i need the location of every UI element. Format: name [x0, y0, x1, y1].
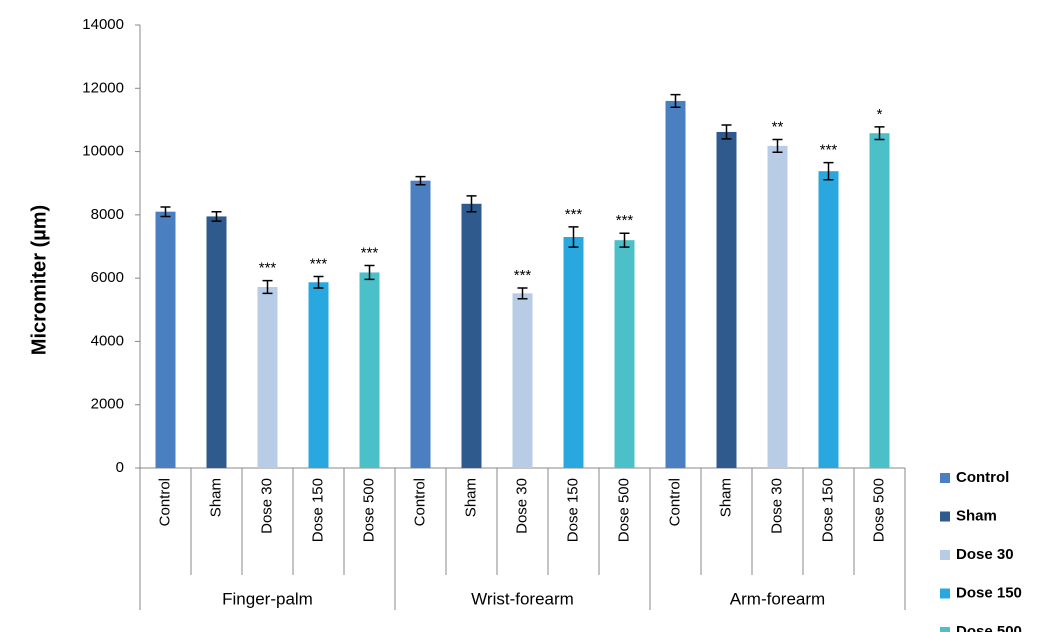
error-bar	[262, 279, 273, 295]
x-tick-label: Dose 500	[360, 478, 377, 542]
error-bar	[670, 93, 681, 109]
legend-label: Dose 500	[956, 623, 1022, 632]
x-tick-label: Sham	[207, 478, 224, 517]
legend-swatch	[940, 550, 950, 560]
error-bar	[364, 264, 375, 281]
legend-swatch	[940, 627, 950, 632]
y-tick-label: 0	[116, 459, 124, 476]
group-label: Wrist-forearm	[471, 589, 574, 608]
significance-label: ***	[616, 212, 634, 229]
significance-label: ***	[820, 142, 838, 159]
error-bar	[721, 124, 732, 140]
error-bar	[619, 232, 630, 248]
x-tick-label: Sham	[717, 478, 734, 517]
bar	[767, 145, 788, 468]
significance-label: *	[877, 106, 883, 123]
legend-swatch	[940, 473, 950, 483]
significance-label: ***	[514, 267, 532, 284]
error-bar	[772, 138, 783, 153]
x-tick-label: Dose 150	[564, 478, 581, 542]
bar	[512, 293, 533, 468]
x-tick-label: Control	[411, 478, 428, 526]
y-axis-label: Micromiter (µm)	[28, 205, 50, 355]
bar	[614, 240, 635, 468]
y-tick-label: 2000	[91, 396, 124, 413]
bar	[257, 287, 278, 468]
y-tick-label: 12000	[82, 79, 124, 96]
error-bar	[568, 226, 579, 248]
significance-label: **	[772, 119, 784, 136]
legend-label: Dose 30	[956, 546, 1014, 563]
y-tick-label: 14000	[82, 16, 124, 33]
bar	[359, 272, 380, 468]
error-bar	[823, 161, 834, 181]
significance-label: ***	[565, 206, 583, 223]
y-tick-label: 4000	[91, 332, 124, 349]
y-tick-label: 6000	[91, 269, 124, 286]
x-tick-label: Dose 30	[258, 478, 275, 534]
y-tick-label: 8000	[91, 206, 124, 223]
error-bar	[313, 275, 324, 289]
x-tick-label: Dose 150	[819, 478, 836, 542]
bar	[716, 131, 737, 468]
legend-swatch	[940, 511, 950, 522]
x-tick-label: Dose 500	[615, 478, 632, 542]
x-tick-label: Dose 150	[309, 478, 326, 542]
x-tick-label: Control	[156, 478, 173, 526]
legend-label: Sham	[956, 507, 997, 524]
legend-label: Dose 150	[956, 584, 1022, 601]
error-bar	[466, 195, 477, 213]
group-label: Arm-forearm	[730, 589, 825, 608]
bar	[818, 171, 839, 468]
error-bar	[415, 175, 426, 186]
legend-swatch	[940, 588, 950, 599]
bar	[461, 203, 482, 468]
significance-label: ***	[310, 256, 328, 273]
x-tick-label: Dose 30	[513, 478, 530, 534]
error-bar	[160, 206, 171, 218]
x-tick-label: Sham	[462, 478, 479, 517]
x-tick-label: Dose 500	[870, 478, 887, 542]
y-tick-label: 10000	[82, 143, 124, 160]
x-tick-label: Control	[666, 478, 683, 526]
bar	[308, 282, 329, 468]
significance-label: ***	[259, 260, 277, 277]
bar	[563, 237, 584, 468]
bar	[410, 180, 431, 468]
legend-label: Control	[956, 469, 1009, 486]
significance-label: ***	[361, 244, 379, 261]
group-label: Finger-palm	[222, 589, 313, 608]
error-bar	[874, 126, 885, 141]
x-tick-label: Dose 30	[768, 478, 785, 534]
error-bar	[517, 287, 528, 300]
bar	[155, 211, 176, 468]
bar	[869, 133, 890, 468]
error-bar	[211, 210, 222, 222]
bar	[206, 216, 227, 468]
bar	[665, 100, 686, 468]
